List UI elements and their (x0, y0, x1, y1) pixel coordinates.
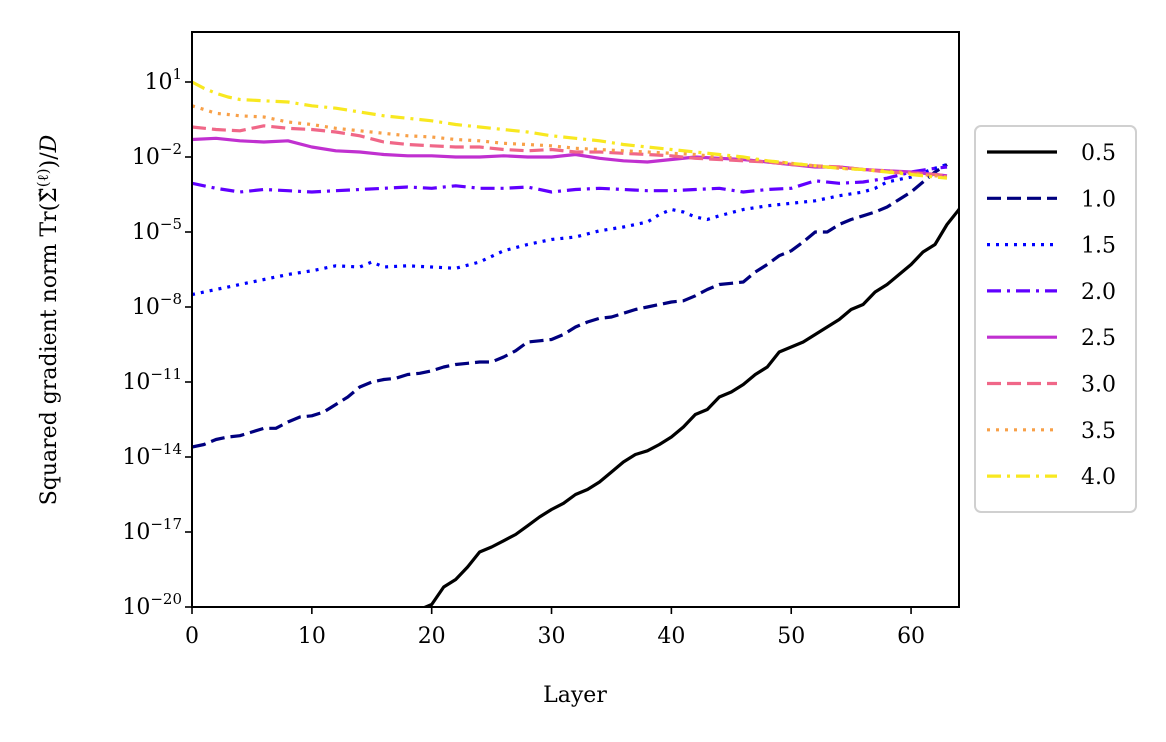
legend-label-2.5: 2.5 (1081, 326, 1116, 351)
plot-frame (191, 31, 960, 608)
series-line-2.5 (192, 136, 948, 178)
x-tick-label: 10 (298, 624, 326, 649)
legend-label-3.0: 3.0 (1081, 373, 1116, 398)
x-tick-label: 40 (657, 624, 685, 649)
legend-frame (974, 125, 1137, 513)
y-tick-label: 10−5 (132, 215, 182, 245)
y-tick-label: 10−8 (132, 290, 182, 320)
series-line-4.0 (192, 80, 948, 180)
x-tick-label: 50 (777, 624, 805, 649)
y-tick-label: 10−20 (122, 590, 182, 620)
x-axis: 0 10 20 30 40 50 60 (185, 607, 925, 649)
legend-label-3.5: 3.5 (1081, 419, 1116, 444)
y-axis: 101 10−2 10−5 10−8 10−11 10−14 10−17 10−20 (122, 65, 192, 620)
x-tick-label: 60 (897, 624, 925, 649)
legend-label-1.0: 1.0 (1081, 187, 1116, 212)
series-line-0.5 (421, 205, 959, 607)
series-line-1.0 (192, 163, 948, 449)
x-tick-label: 30 (538, 624, 566, 649)
y-axis-label: Squared gradient norm Tr(Σ̃(ℓ))/D (34, 134, 62, 505)
series-line-2.0 (192, 165, 948, 194)
series-layer (192, 80, 959, 607)
legend-label-2.0: 2.0 (1081, 280, 1116, 305)
y-tick-label: 101 (144, 65, 182, 95)
y-tick-label: 10−14 (122, 440, 182, 470)
legend-label-0.5: 0.5 (1081, 141, 1116, 166)
y-tick-label: 10−2 (132, 140, 182, 170)
series-line-3.5 (192, 104, 948, 179)
x-axis-label: Layer (543, 683, 607, 708)
y-tick-label: 10−11 (122, 365, 182, 395)
x-tick-label: 20 (418, 624, 446, 649)
legend-label-1.5: 1.5 (1081, 234, 1116, 259)
x-tick-label: 0 (185, 624, 199, 649)
y-tick-label: 10−17 (122, 515, 182, 545)
legend: 0.5 1.0 1.5 2.0 2.5 3.0 3.5 4.0 (974, 125, 1137, 513)
legend-label-4.0: 4.0 (1081, 465, 1116, 490)
